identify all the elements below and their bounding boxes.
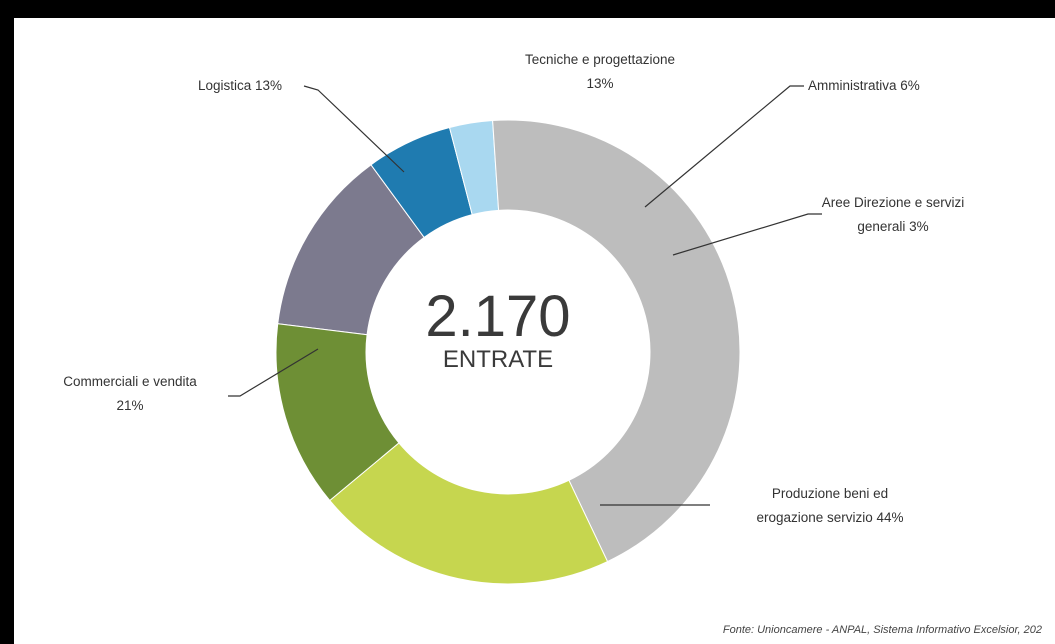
slice-label-line: 21% bbox=[116, 398, 143, 413]
slice-label-line: erogazione servizio 44% bbox=[756, 510, 903, 525]
source-note: Fonte: Unioncamere - ANPAL, Sistema Info… bbox=[723, 624, 1042, 636]
leader-line bbox=[228, 348, 319, 397]
slice-label-line: Commerciali e vendita bbox=[63, 374, 197, 389]
slice-label-line: Amministrativa 6% bbox=[808, 78, 920, 93]
slice-label: Commerciali e vendita 21% bbox=[63, 374, 197, 413]
center-value: 2.170 bbox=[425, 284, 570, 349]
donut-slice bbox=[492, 119, 741, 563]
leader-line bbox=[303, 85, 405, 173]
slice-label-line: Aree Direzione e servizi bbox=[822, 195, 965, 210]
leader-lines bbox=[228, 85, 822, 506]
slice-label-line: generali 3% bbox=[857, 219, 928, 234]
slice-label-line: Produzione beni ed bbox=[772, 486, 888, 501]
donut-slices bbox=[275, 119, 741, 585]
slice-label-line: 13% bbox=[586, 76, 613, 91]
leader-line bbox=[644, 85, 804, 208]
slice-label: Aree Direzione e servizi generali 3% bbox=[822, 195, 965, 234]
slice-label: Produzione beni ed erogazione servizio 44… bbox=[756, 486, 903, 525]
center-label: ENTRATE bbox=[443, 346, 553, 373]
slice-label-line: Tecniche e progettazione bbox=[525, 52, 675, 67]
slice-label: Logistica 13% bbox=[198, 78, 282, 93]
slice-label: Tecniche e progettazione 13% bbox=[525, 52, 675, 91]
slice-label-line: Logistica 13% bbox=[198, 78, 282, 93]
slice-label: Amministrativa 6% bbox=[808, 78, 920, 93]
donut-slice bbox=[275, 323, 400, 502]
leader-line bbox=[672, 213, 822, 256]
slice-labels: Tecniche e progettazione 13% Amministrativ… bbox=[63, 52, 964, 525]
donut-slice bbox=[329, 442, 609, 585]
